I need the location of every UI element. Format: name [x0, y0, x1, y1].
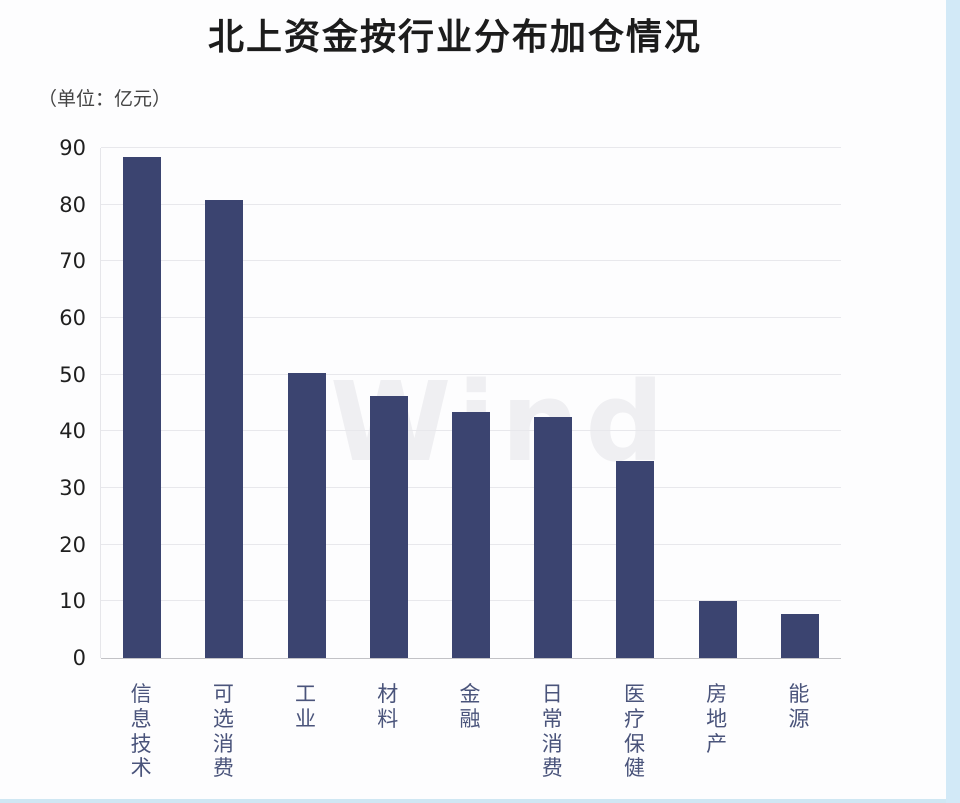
bar-8	[698, 600, 737, 658]
x-category-label-8: 房地产	[706, 682, 727, 756]
x-category-char: 源	[788, 706, 810, 731]
x-category-char: 金	[459, 682, 481, 706]
x-category-char: 常	[541, 706, 563, 731]
x-category-label-3: 工业	[295, 682, 316, 732]
x-category-label-1: 信息技术	[131, 682, 152, 781]
x-axis-labels: 信息技术可选消费工业材料金融日常消费医疗保健房地产能源	[100, 682, 840, 800]
bar-5	[452, 411, 490, 658]
x-category-char: 产	[706, 731, 728, 756]
x-category-char: 选	[212, 706, 234, 731]
x-category-char: 技	[130, 731, 152, 756]
y-tick-label-40: 40	[59, 419, 86, 444]
x-category-char: 费	[541, 756, 563, 781]
x-category-label-6: 日常消费	[542, 682, 563, 781]
gridline-0	[101, 658, 841, 659]
x-category-label-4: 材料	[377, 682, 398, 732]
y-tick-label-50: 50	[59, 362, 86, 387]
x-category-label-9: 能源	[788, 682, 809, 732]
bar-2	[205, 200, 244, 658]
x-category-char: 消	[541, 731, 563, 756]
bar-4	[369, 396, 408, 658]
y-tick-label-90: 90	[59, 136, 86, 160]
bar-7	[616, 461, 655, 658]
x-category-char: 业	[295, 706, 317, 731]
x-category-char: 消	[212, 731, 234, 756]
x-category-char: 疗	[623, 706, 645, 731]
x-category-label-2: 可选消费	[213, 682, 234, 781]
right-edge-strip	[946, 0, 960, 803]
gridline-70	[101, 260, 841, 262]
x-category-char: 地	[706, 706, 728, 731]
bar-9	[780, 613, 819, 658]
x-category-char: 健	[623, 756, 645, 781]
plot-area	[100, 147, 841, 659]
x-category-char: 能	[788, 682, 810, 706]
x-category-label-5: 金融	[460, 682, 481, 732]
y-tick-label-60: 60	[59, 306, 86, 330]
gridline-80	[101, 203, 841, 205]
bar-1	[123, 157, 162, 658]
bar-6	[534, 417, 573, 658]
x-category-char: 材	[377, 682, 399, 706]
unit-label: （单位：亿元）	[38, 88, 172, 110]
x-category-char: 息	[130, 706, 152, 731]
chart-title: 北上资金按行业分布加仓情况	[207, 17, 702, 58]
y-tick-label-70: 70	[59, 249, 86, 274]
x-category-char: 可	[212, 682, 234, 706]
x-category-char: 日	[541, 682, 563, 706]
x-category-char: 工	[295, 682, 317, 706]
bar-3	[287, 372, 326, 658]
x-category-char: 房	[706, 682, 728, 706]
y-tick-label-80: 80	[59, 192, 86, 217]
y-axis-labels: 0 10 20 30 40 50 60 70 80 90	[0, 136, 92, 670]
x-category-char: 融	[459, 706, 481, 731]
y-tick-label-20: 20	[59, 532, 86, 557]
x-category-char: 医	[623, 682, 645, 706]
x-category-char: 保	[623, 731, 645, 756]
gridline-60	[101, 317, 841, 318]
x-category-char: 费	[212, 756, 234, 781]
x-category-label-7: 医疗保健	[624, 682, 645, 781]
y-tick-label-30: 30	[59, 476, 86, 500]
gridline-50	[101, 373, 841, 375]
x-category-char: 术	[130, 756, 152, 781]
gridline-90	[101, 147, 841, 148]
y-tick-label-10: 10	[59, 589, 86, 614]
x-category-char: 料	[377, 706, 399, 731]
x-category-char: 信	[130, 682, 152, 706]
bottom-edge-strip	[0, 799, 946, 803]
y-tick-label-0: 0	[72, 646, 86, 670]
